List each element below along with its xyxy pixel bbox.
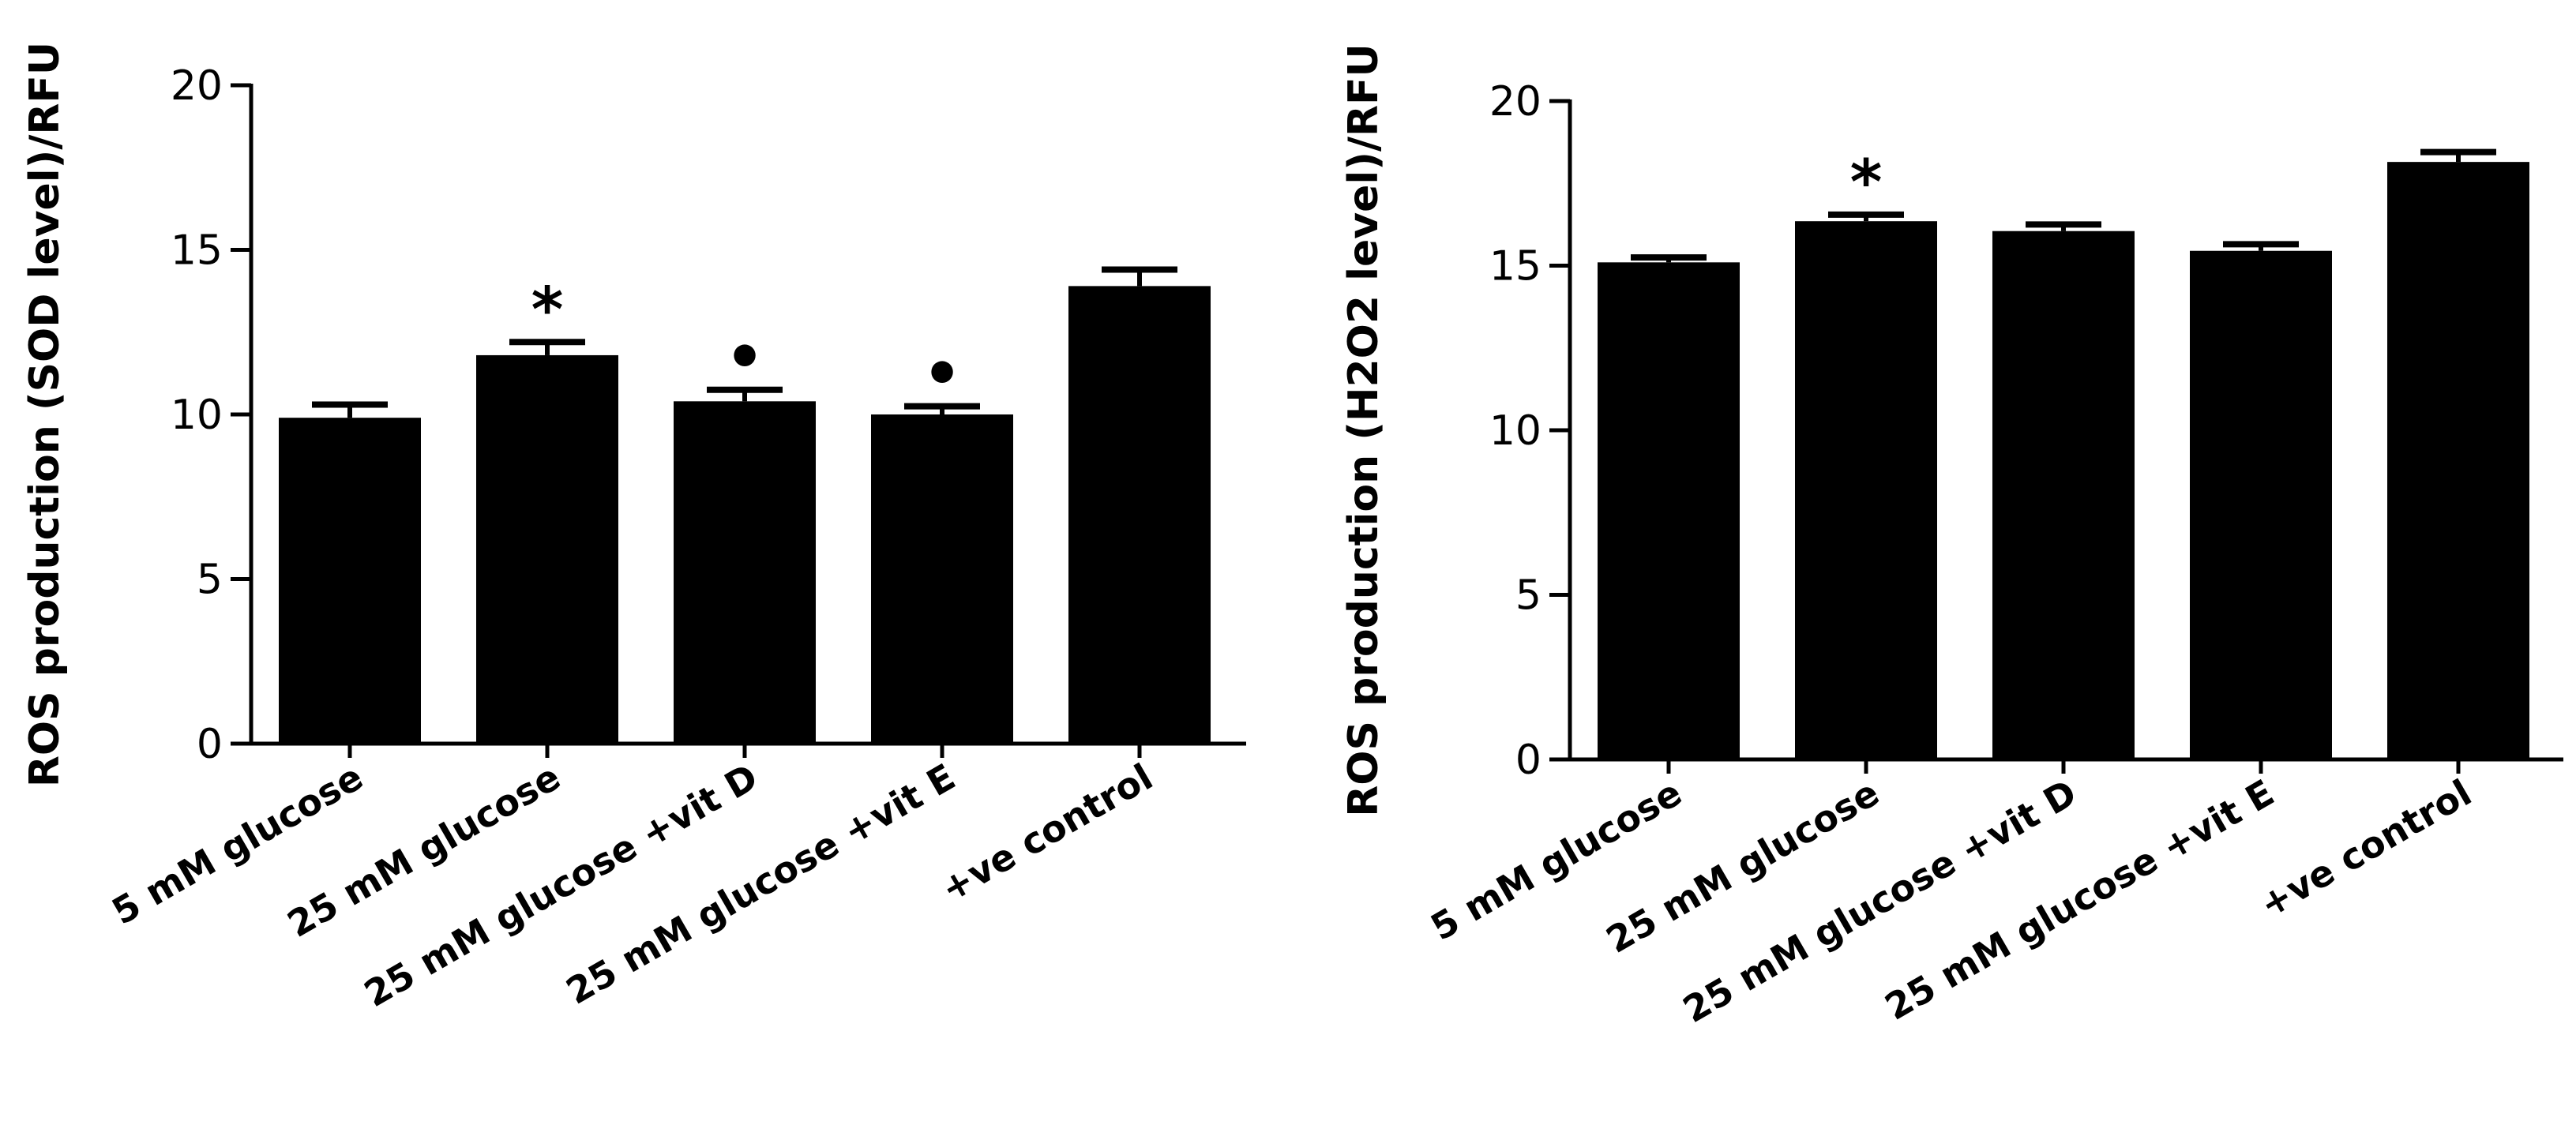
- bar: [871, 414, 1013, 744]
- significance-dot: •: [922, 339, 962, 411]
- y-axis-title: ROS production (SOD level)/RFU: [21, 42, 69, 787]
- bar: [1992, 231, 2135, 760]
- y-tick-label: 10: [1489, 407, 1541, 455]
- y-tick-label: 15: [171, 227, 223, 275]
- significance-dot: •: [725, 323, 764, 394]
- y-tick-label: 20: [1489, 78, 1541, 126]
- category-label: +ve control: [2252, 771, 2478, 926]
- significance-asterisk: *: [1850, 148, 1883, 219]
- bar: [2190, 250, 2332, 759]
- significance-asterisk: *: [531, 275, 564, 346]
- y-tick-label: 15: [1489, 243, 1541, 291]
- y-axis-title: ROS production (H2O2 level)/RFU: [1340, 43, 1388, 817]
- y-tick-label: 20: [171, 62, 223, 110]
- y-tick-label: 0: [197, 721, 223, 768]
- y-tick-label: 0: [1515, 737, 1541, 784]
- bar: [1598, 262, 1740, 760]
- y-tick-label: 10: [171, 392, 223, 439]
- bar: [1068, 286, 1211, 744]
- y-tick-label: 5: [1515, 572, 1541, 620]
- chart-sod-level: 5 mM glucose*25 mM glucose•25 mM glucose…: [21, 42, 1246, 1015]
- bar: [279, 418, 421, 744]
- category-label: +ve control: [933, 755, 1159, 910]
- bar: [1795, 221, 1937, 760]
- bar: [674, 401, 816, 744]
- y-tick-label: 5: [197, 557, 223, 604]
- bar: [2387, 162, 2529, 759]
- bar: [476, 354, 618, 744]
